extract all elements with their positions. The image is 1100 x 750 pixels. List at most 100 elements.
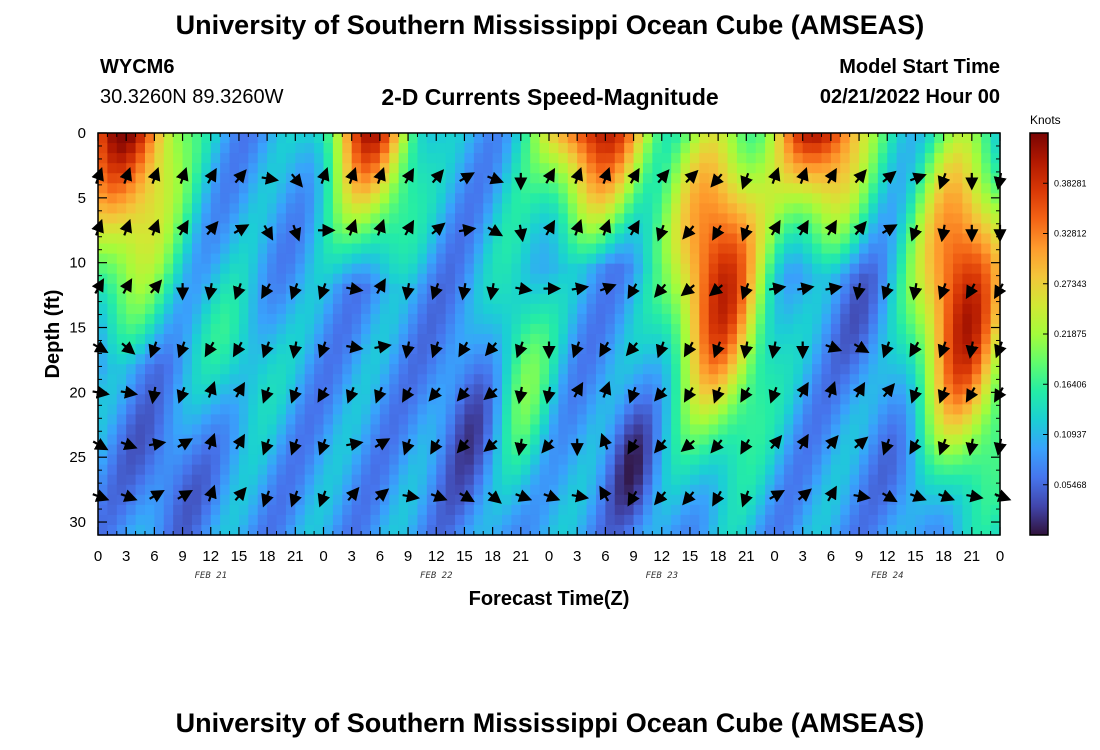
heatmap-cell <box>830 233 841 245</box>
heatmap-cell <box>746 444 757 456</box>
heatmap-cell <box>934 203 945 214</box>
heatmap-cell <box>398 464 409 476</box>
heatmap-cell <box>605 474 616 486</box>
heatmap-cell <box>774 303 785 315</box>
heatmap-cell <box>849 414 860 426</box>
heatmap-cell <box>351 424 362 436</box>
heatmap-cell <box>144 303 155 315</box>
heatmap-cell <box>323 323 334 335</box>
heatmap-cell <box>483 183 494 194</box>
current-arrow <box>261 438 274 456</box>
heatmap-cell <box>915 293 926 305</box>
heatmap-cell <box>332 424 343 436</box>
heatmap-cell <box>436 434 447 446</box>
heatmap-cell <box>990 434 1001 446</box>
heatmap-cell <box>736 213 747 225</box>
heatmap-cell <box>567 374 578 385</box>
heatmap-cell <box>727 364 738 375</box>
heatmap-cell <box>859 444 870 456</box>
heatmap-cell <box>154 454 165 466</box>
heatmap-cell <box>868 263 879 275</box>
heatmap-cell <box>163 364 174 375</box>
heatmap-cell <box>896 253 907 265</box>
heatmap-cell <box>398 313 409 325</box>
heatmap-cell <box>624 514 635 526</box>
heatmap-cell <box>342 434 353 446</box>
heatmap-cell <box>830 374 841 385</box>
heatmap-cell <box>370 374 381 385</box>
heatmap-cell <box>238 193 249 204</box>
heatmap-cell <box>116 414 127 426</box>
heatmap-cell <box>567 313 578 325</box>
heatmap-cell <box>285 464 296 476</box>
heatmap-cell <box>267 193 278 204</box>
heatmap-cell <box>116 163 127 174</box>
heatmap-cell <box>821 334 832 345</box>
heatmap-cell <box>671 364 682 375</box>
heatmap-cell <box>210 323 221 335</box>
heatmap-cell <box>182 364 193 375</box>
heatmap-cell <box>642 414 653 426</box>
heatmap-cell <box>426 524 437 536</box>
heatmap-cell <box>840 223 851 235</box>
current-arrow <box>317 341 331 359</box>
current-arrow <box>740 224 753 242</box>
heatmap-cell <box>398 524 409 536</box>
heatmap-cell <box>248 203 259 214</box>
heatmap-cell <box>464 253 475 265</box>
heatmap-cell <box>173 434 184 446</box>
heatmap-cell <box>577 404 588 415</box>
heatmap-cell <box>351 374 362 385</box>
current-arrow <box>824 219 837 236</box>
heatmap-cell <box>605 374 616 385</box>
heatmap-cell <box>445 494 456 506</box>
heatmap-cell <box>699 334 710 345</box>
heatmap-cell <box>314 504 325 516</box>
heatmap-cell <box>248 283 259 295</box>
heatmap-cell <box>304 424 315 436</box>
heatmap-cell <box>98 474 108 486</box>
heatmap-cell <box>257 303 268 315</box>
heatmap-cell <box>173 524 184 536</box>
heatmap-cell <box>342 334 353 345</box>
heatmap-cell <box>859 273 870 285</box>
heatmap-cell <box>492 354 503 365</box>
heatmap-cell <box>248 434 259 446</box>
heatmap-cell <box>314 293 325 305</box>
heatmap-cell <box>408 143 419 154</box>
heatmap-cell <box>248 153 259 164</box>
current-arrow <box>204 380 217 398</box>
heatmap-cell <box>220 384 231 395</box>
heatmap-cell <box>793 484 804 496</box>
heatmap-cell <box>483 514 494 526</box>
heatmap-cell <box>605 263 616 275</box>
heatmap-cell <box>201 153 212 164</box>
current-arrow <box>401 283 415 301</box>
heatmap-cell <box>144 213 155 225</box>
heatmap-cell <box>859 303 870 315</box>
heatmap-cell <box>332 153 343 164</box>
heatmap-cell <box>868 273 879 285</box>
heatmap-cell <box>661 313 672 325</box>
heatmap-cell <box>774 163 785 174</box>
heatmap-cell <box>624 233 635 245</box>
heatmap-cell <box>455 394 466 405</box>
heatmap-cell <box>802 293 813 305</box>
heatmap-cell <box>455 524 466 536</box>
x-tick-label: 9 <box>855 548 863 565</box>
heatmap-cell <box>201 494 212 506</box>
heatmap-cell <box>689 283 700 295</box>
heatmap-cell <box>220 454 231 466</box>
heatmap-cell <box>342 163 353 174</box>
heatmap-cell <box>361 323 372 335</box>
heatmap-cell <box>539 323 550 335</box>
heatmap-cell <box>408 183 419 194</box>
heatmap-cell <box>304 133 315 144</box>
heatmap-cell <box>549 143 559 154</box>
heatmap-cell <box>107 293 118 305</box>
heatmap-cell <box>379 414 390 426</box>
heatmap-cell <box>323 223 334 235</box>
heatmap-cell <box>718 394 729 405</box>
heatmap-cell <box>943 364 954 375</box>
heatmap-cell <box>586 213 597 225</box>
